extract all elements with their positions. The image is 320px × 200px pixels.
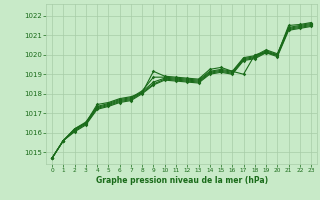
X-axis label: Graphe pression niveau de la mer (hPa): Graphe pression niveau de la mer (hPa) (96, 176, 268, 185)
